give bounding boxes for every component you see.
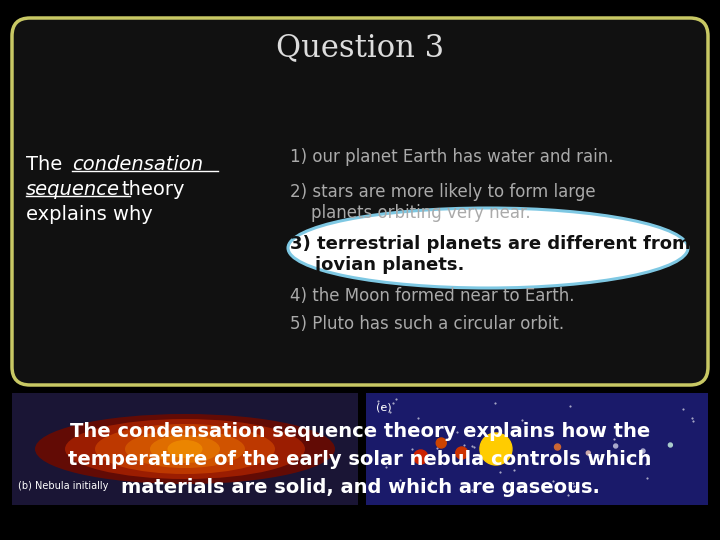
Text: 3) terrestrial planets are different from
    jovian planets.: 3) terrestrial planets are different fro…	[290, 235, 690, 274]
Text: condensation: condensation	[72, 155, 203, 174]
Text: (e): (e)	[376, 403, 392, 413]
Ellipse shape	[35, 414, 335, 484]
Circle shape	[414, 450, 428, 464]
Ellipse shape	[125, 430, 245, 468]
Ellipse shape	[65, 419, 305, 479]
Circle shape	[641, 449, 645, 453]
Text: 1) our planet Earth has water and rain.: 1) our planet Earth has water and rain.	[290, 148, 613, 166]
Bar	[12, 393, 358, 505]
Circle shape	[554, 444, 560, 450]
Circle shape	[586, 451, 590, 455]
Ellipse shape	[168, 440, 202, 458]
Circle shape	[480, 433, 512, 465]
Circle shape	[613, 444, 618, 448]
Ellipse shape	[95, 424, 275, 474]
Text: explains why: explains why	[26, 205, 153, 224]
Circle shape	[436, 438, 446, 448]
Circle shape	[668, 443, 672, 447]
Text: 4) the Moon formed near to Earth.: 4) the Moon formed near to Earth.	[290, 287, 575, 305]
Text: The condensation sequence theory explains how the
temperature of the early solar: The condensation sequence theory explain…	[68, 422, 652, 497]
Text: The: The	[26, 155, 62, 174]
Text: 2) stars are more likely to form large
    planets orbiting very near.: 2) stars are more likely to form large p…	[290, 183, 595, 222]
Text: 5) Pluto has such a circular orbit.: 5) Pluto has such a circular orbit.	[290, 315, 564, 333]
Text: theory: theory	[122, 180, 186, 199]
Text: sequence: sequence	[26, 180, 120, 199]
Text: Question 3: Question 3	[276, 32, 444, 64]
FancyBboxPatch shape	[12, 18, 708, 385]
Circle shape	[456, 447, 468, 459]
Ellipse shape	[288, 208, 688, 288]
Bar	[366, 393, 708, 505]
Text: (b) Nebula initially: (b) Nebula initially	[18, 481, 109, 491]
Ellipse shape	[150, 435, 220, 463]
